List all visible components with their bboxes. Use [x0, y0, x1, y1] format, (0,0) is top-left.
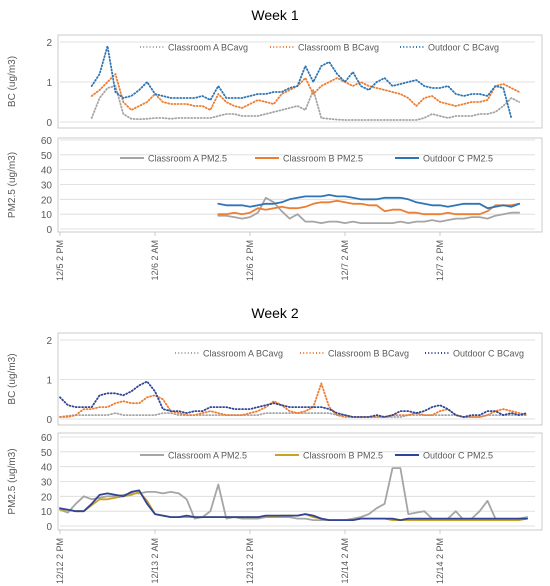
week1-xtick-label: 12/6 2 AM	[150, 240, 160, 281]
week2-xtick-label: 12/14 2 AM	[340, 538, 350, 584]
w2-pm-series-1-line	[59, 467, 528, 521]
w2-pm-ytick-label: 10	[41, 507, 53, 518]
w1-bc-series-1-line	[90, 85, 521, 121]
w1-bc-legend-label-3: Outdoor C BCavg	[428, 43, 499, 53]
w1-pm-ytick-label: 30	[41, 181, 53, 192]
w1-bc-series-2-line	[90, 73, 521, 111]
w1-bc-legend-label-2: Classroom B BCavg	[298, 43, 379, 53]
week2-xtick-label: 12/14 2 PM	[435, 538, 445, 584]
w2-bc-frame	[57, 332, 543, 426]
week1-xtick-label: 12/6 2 PM	[245, 240, 255, 281]
week1-title: Week 1	[251, 7, 298, 23]
w1-pm-legend-label-2: Classroom B PM2.5	[283, 154, 363, 164]
w2-pm-ytick-label: 20	[41, 492, 53, 503]
w2-bc-legend-label-1: Classroom A BCavg	[203, 349, 283, 359]
week1-xtick-label: 12/7 2 AM	[340, 240, 350, 281]
w1-pm-series-2-line	[217, 199, 521, 216]
w2-pm-legend-label-3: Outdoor C PM2.5	[423, 451, 493, 461]
w1-bc-ytick-label: 1	[46, 78, 52, 89]
w2-pm-frame	[57, 432, 543, 531]
w1-bc-series-3-line	[90, 45, 513, 119]
w2-bc-ytick-label: 0	[46, 415, 52, 426]
w2-bc-series-3-line	[59, 380, 528, 418]
w1-pm-legend-label-1: Classroom A PM2.5	[148, 154, 227, 164]
w1-pm-ylabel: PM2.5 (ug/m3)	[7, 152, 18, 218]
w2-pm-legend-label-1: Classroom A PM2.5	[168, 451, 247, 461]
week1-xtick-label: 12/7 2 PM	[435, 240, 445, 281]
w1-bc-ytick-label: 0	[46, 118, 52, 129]
w2-bc-series-1-line	[59, 412, 528, 418]
w2-bc-legend-label-3: Outdoor C BCavg	[453, 349, 524, 359]
w2-pm-ytick-label: 30	[41, 478, 53, 489]
w2-bc-series-2-line	[59, 382, 528, 418]
week2-xtick-label: 12/13 2 PM	[245, 538, 255, 584]
w1-pm-ytick-label: 50	[41, 151, 53, 162]
week2-title: Week 2	[251, 305, 298, 321]
week1-xtick-label: 12/5 2 PM	[55, 240, 65, 281]
w2-bc-ytick-label: 1	[46, 376, 52, 387]
w2-pm-series-3-line	[59, 489, 528, 521]
w2-pm-ytick-label: 50	[41, 448, 53, 459]
w1-pm-ytick-label: 20	[41, 195, 53, 206]
week2-xtick-label: 12/13 2 AM	[150, 538, 160, 584]
w1-pm-ytick-label: 10	[41, 210, 53, 221]
w2-pm-ylabel: PM2.5 (ug/m3)	[7, 448, 18, 514]
w1-bc-frame	[57, 34, 543, 129]
w1-pm-legend-label-3: Outdoor C PM2.5	[423, 154, 493, 164]
chart-layer: 0 1 2 BC (ug/m3) Classroom A BCavg Classroom …	[7, 34, 543, 584]
w2-pm-ytick-label: 60	[41, 433, 53, 444]
w1-pm-ytick-label: 60	[41, 136, 53, 147]
w1-bc-ylabel: BC (ug/m3)	[7, 56, 18, 107]
w2-bc-ytick-label: 2	[46, 336, 52, 347]
w1-pm-ytick-label: 0	[46, 225, 52, 236]
w1-bc-legend-label-1: Classroom A BCavg	[168, 43, 248, 53]
w2-bc-legend-label-2: Classroom B BCavg	[328, 349, 409, 359]
w2-pm-ytick-label: 0	[46, 522, 52, 533]
w2-bc-ylabel: BC (ug/m3)	[7, 353, 18, 404]
w2-pm-legend-label-2: Classroom B PM2.5	[303, 451, 383, 461]
w1-pm-series-1-line	[217, 196, 521, 224]
w1-pm-frame	[57, 137, 543, 233]
w1-bc-ytick-label: 2	[46, 38, 52, 49]
week2-xtick-label: 12/12 2 PM	[55, 538, 65, 584]
w2-pm-ytick-label: 40	[41, 463, 53, 474]
w1-pm-ytick-label: 40	[41, 166, 53, 177]
w1-pm-series-3-line	[217, 194, 521, 210]
